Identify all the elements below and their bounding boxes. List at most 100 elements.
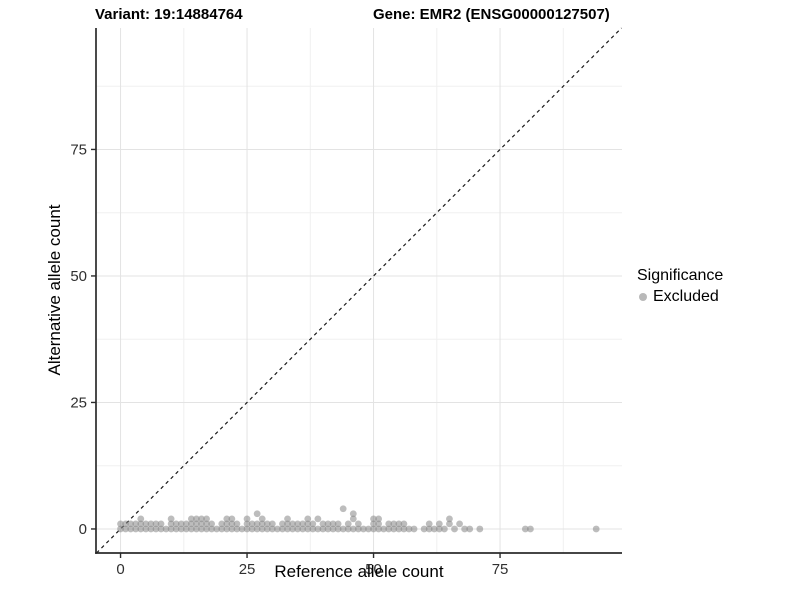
data-point — [390, 520, 398, 528]
data-point — [466, 525, 474, 533]
data-point — [385, 520, 393, 528]
data-point — [203, 515, 210, 523]
data-point — [218, 520, 226, 528]
data-point — [187, 520, 195, 528]
data-point — [268, 520, 276, 528]
data-point — [289, 525, 296, 533]
data-point — [243, 525, 251, 533]
data-point — [253, 510, 261, 518]
data-point — [198, 515, 205, 523]
data-point — [319, 520, 327, 528]
data-point — [137, 515, 145, 523]
y-tick-label: 25 — [70, 394, 87, 411]
legend-item-label: Excluded — [653, 288, 719, 305]
data-point — [253, 520, 261, 528]
data-point — [208, 525, 216, 533]
data-point — [375, 520, 383, 528]
data-point — [430, 525, 438, 533]
data-point — [157, 525, 165, 533]
data-point — [132, 525, 140, 533]
data-point — [425, 525, 433, 533]
data-point — [172, 520, 180, 528]
data-point — [279, 525, 286, 533]
data-point — [243, 515, 251, 523]
data-point — [304, 520, 312, 528]
gene-title: Gene: EMR2 (ENSG00000127507) — [373, 6, 610, 23]
data-point — [263, 520, 271, 528]
data-point — [324, 525, 332, 533]
data-point — [405, 525, 413, 533]
data-point — [284, 520, 291, 528]
data-point — [193, 525, 200, 533]
legend: Significance Excluded — [637, 267, 723, 306]
data-point — [258, 520, 266, 528]
data-point — [274, 525, 281, 533]
data-point — [456, 520, 463, 528]
data-point — [208, 520, 216, 528]
data-point — [177, 520, 185, 528]
data-point — [248, 520, 256, 528]
data-point — [279, 520, 286, 528]
y-tick-label: 50 — [70, 268, 87, 285]
data-point — [435, 525, 443, 533]
data-point — [127, 520, 135, 528]
data-point — [314, 525, 322, 533]
data-point — [344, 520, 352, 528]
y-tick-label: 75 — [70, 141, 87, 158]
data-point — [299, 520, 307, 528]
data-point — [182, 525, 190, 533]
data-point — [370, 520, 377, 528]
data-point — [344, 525, 352, 533]
data-point — [268, 525, 276, 533]
y-tick-label: 0 — [79, 521, 87, 538]
data-point — [258, 515, 266, 523]
y-axis-title: Alternative allele count — [45, 204, 64, 376]
x-tick-label: 75 — [492, 561, 509, 578]
data-point — [162, 525, 170, 533]
data-point — [410, 525, 418, 533]
data-point — [228, 515, 236, 523]
data-point — [521, 525, 529, 533]
data-point — [349, 525, 357, 533]
data-point — [395, 525, 403, 533]
data-point — [193, 515, 200, 523]
data-point — [380, 525, 388, 533]
data-point — [172, 525, 180, 533]
data-point — [228, 525, 236, 533]
data-point — [198, 520, 205, 528]
data-point — [233, 520, 241, 528]
data-point — [198, 525, 205, 533]
data-point — [334, 525, 342, 533]
data-point — [132, 520, 140, 528]
data-point — [400, 520, 408, 528]
data-point — [440, 525, 448, 533]
data-point — [218, 525, 226, 533]
data-point — [395, 520, 403, 528]
data-point — [137, 520, 145, 528]
data-point — [451, 525, 458, 533]
data-point — [147, 520, 155, 528]
data-point — [284, 515, 291, 523]
data-point — [375, 515, 383, 523]
data-point — [294, 520, 302, 528]
data-point — [152, 525, 160, 533]
data-point — [592, 525, 600, 533]
data-point — [122, 520, 130, 528]
data-point — [117, 525, 124, 533]
data-point — [390, 525, 398, 533]
data-point — [349, 515, 357, 523]
legend-title: Significance — [637, 267, 724, 284]
data-point — [284, 525, 291, 533]
data-point — [117, 520, 124, 528]
data-point — [446, 520, 453, 528]
data-point — [461, 525, 469, 533]
data-point — [339, 525, 347, 533]
data-point — [385, 525, 393, 533]
data-point — [203, 520, 210, 528]
data-point — [233, 525, 241, 533]
data-point — [137, 525, 145, 533]
data-point — [248, 525, 256, 533]
data-point — [304, 525, 312, 533]
data-point — [370, 525, 377, 533]
